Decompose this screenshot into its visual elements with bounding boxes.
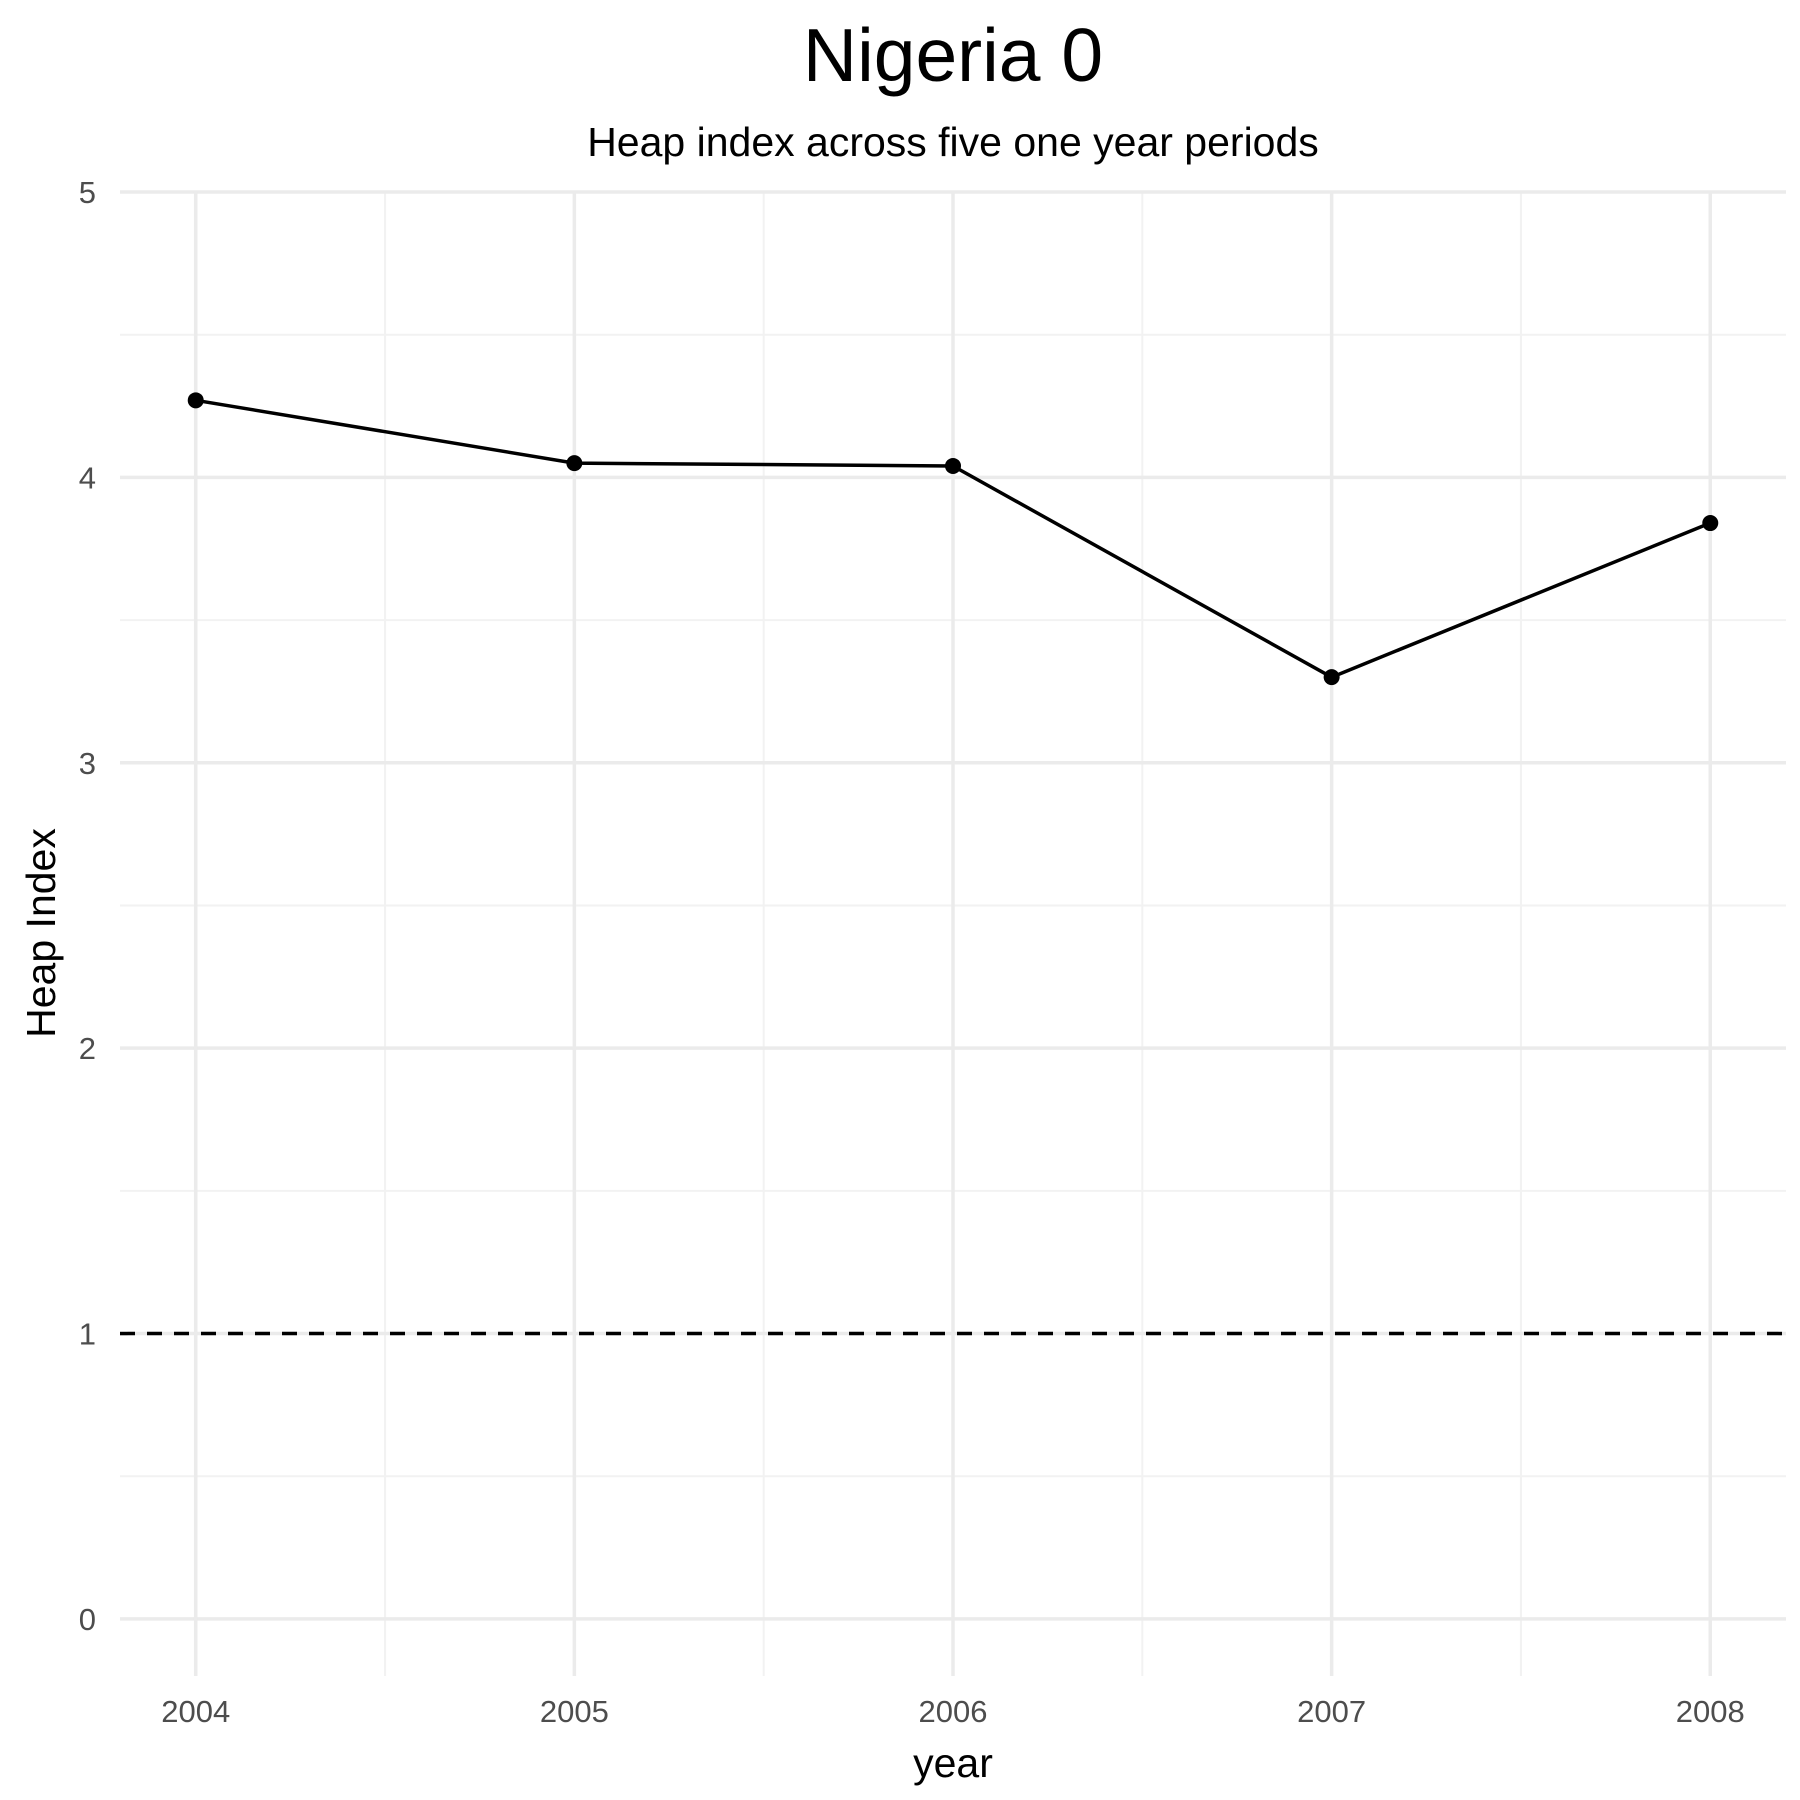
chart-title: Nigeria 0 — [803, 13, 1103, 97]
data-point-2008 — [1702, 515, 1719, 532]
y-tick-label: 2 — [79, 1031, 96, 1066]
x-tick-label: 2008 — [1676, 1694, 1745, 1729]
data-point-2005 — [566, 455, 583, 472]
data-point-2007 — [1323, 669, 1340, 686]
data-point-2004 — [187, 392, 204, 409]
y-axis-ticks: 0 1 2 3 4 5 — [79, 175, 96, 1637]
points-layer — [187, 392, 1719, 686]
y-tick-label: 1 — [79, 1317, 96, 1352]
x-tick-label: 2006 — [919, 1694, 988, 1729]
x-tick-label: 2007 — [1297, 1694, 1366, 1729]
y-tick-label: 4 — [79, 460, 96, 495]
x-tick-label: 2005 — [540, 1694, 609, 1729]
y-tick-label: 0 — [79, 1602, 96, 1637]
x-axis-ticks: 2004 2005 2006 2007 2008 — [161, 1694, 1745, 1729]
chart-subtitle: Heap index across five one year periods — [587, 119, 1319, 165]
data-point-2006 — [945, 457, 961, 474]
y-tick-label: 5 — [79, 175, 96, 210]
x-axis-title: year — [913, 1740, 993, 1786]
y-tick-label: 3 — [79, 746, 96, 781]
y-axis-title: Heap Index — [18, 828, 64, 1038]
x-tick-label: 2004 — [161, 1694, 230, 1729]
